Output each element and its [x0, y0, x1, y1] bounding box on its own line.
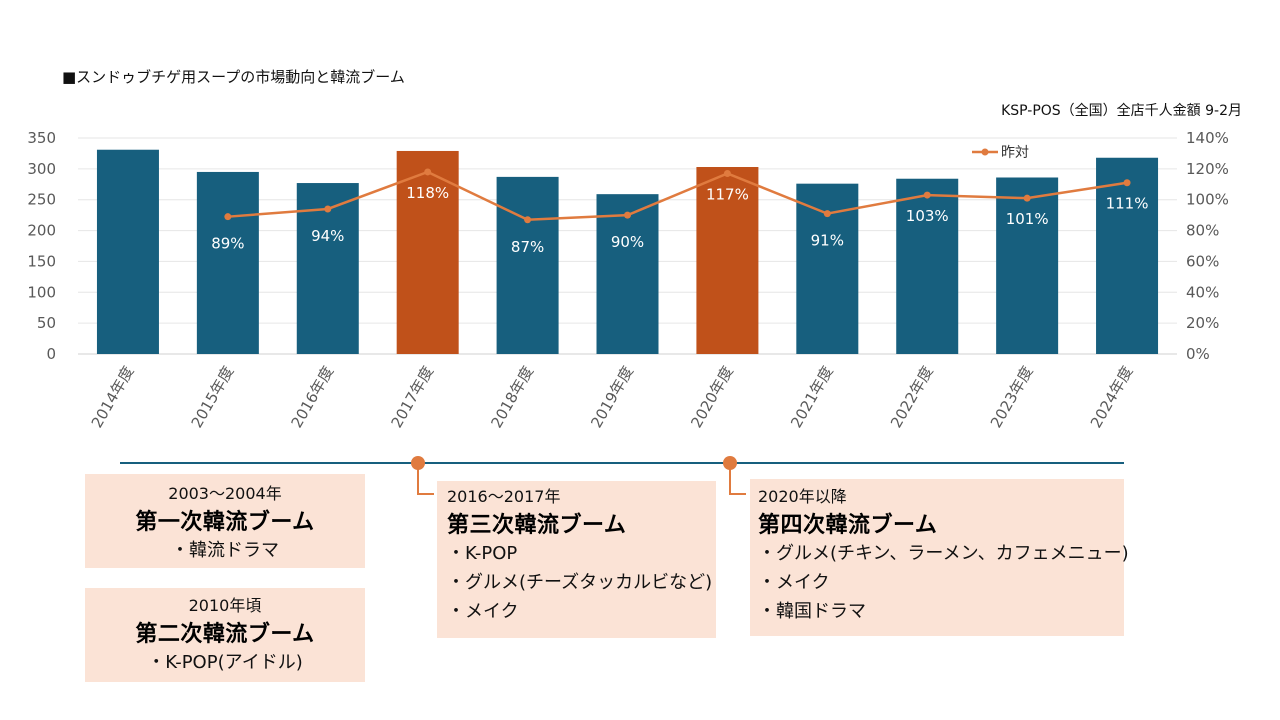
data-label: 90% — [611, 233, 644, 251]
bar — [96, 149, 159, 354]
x-tick-label: 2015年度 — [188, 363, 238, 431]
line-point — [224, 213, 232, 221]
line-point — [923, 191, 931, 199]
boom-1-item-1: ・韓流ドラマ — [171, 540, 279, 561]
data-label: 91% — [811, 232, 844, 250]
x-tick-label: 2018年度 — [487, 363, 537, 431]
line-point — [424, 168, 432, 176]
boom-2-heading: 第二次韓流ブーム — [135, 622, 315, 647]
y2-tick-label: 80% — [1186, 222, 1219, 240]
line-point — [524, 216, 532, 224]
y2-tick-label: 0% — [1186, 345, 1210, 363]
legend-label: 昨対 — [1001, 145, 1029, 161]
bar — [896, 178, 959, 354]
bar — [596, 194, 659, 354]
x-tick-label: 2019年度 — [587, 363, 637, 431]
boom-1-heading: 第一次韓流ブーム — [135, 510, 315, 535]
y2-tick-label: 60% — [1186, 252, 1219, 270]
y-tick-label: 0 — [46, 345, 56, 363]
x-tick-label: 2021年度 — [787, 363, 837, 431]
y-tick-label: 200 — [27, 222, 56, 240]
data-label: 103% — [906, 207, 949, 225]
bar — [1096, 157, 1159, 354]
y2-tick-label: 120% — [1186, 160, 1229, 178]
line-point — [324, 205, 332, 213]
y-tick-label: 100 — [27, 283, 56, 301]
data-label: 87% — [511, 238, 544, 256]
legend-marker — [981, 148, 989, 156]
boom-3-period: 2016～2017年 — [447, 487, 561, 506]
line-point — [723, 169, 731, 177]
boom-4-item-2: ・メイク — [758, 572, 830, 593]
boom-3-item-3: ・メイク — [447, 601, 519, 622]
timeline-connector — [729, 463, 746, 495]
data-label: 94% — [311, 227, 344, 245]
y-tick-label: 50 — [37, 314, 56, 332]
y2-tick-label: 20% — [1186, 314, 1219, 332]
data-label: 118% — [406, 184, 449, 202]
line-point — [1023, 194, 1031, 202]
y-tick-label: 350 — [27, 129, 56, 147]
y2-tick-label: 40% — [1186, 283, 1219, 301]
bar — [396, 150, 459, 354]
series-line — [227, 170, 1128, 222]
x-tick-label: 2017年度 — [387, 363, 437, 431]
boom-4-item-3: ・韓国ドラマ — [758, 601, 866, 622]
x-tick-label: 2016年度 — [288, 363, 338, 431]
bar — [496, 176, 559, 354]
chart-title: ■スンドゥブチゲ用スープの市場動向と韓流ブーム — [62, 68, 405, 86]
data-label: 111% — [1106, 195, 1149, 213]
boom-box-4: 2020年以降 第四次韓流ブーム ・グルメ(チキン、ラーメン、カフェメニュー) … — [750, 479, 1129, 636]
y2-tick-label: 140% — [1186, 129, 1229, 147]
boom-3-item-1: ・K-POP — [447, 543, 518, 564]
boom-3-heading: 第三次韓流ブーム — [447, 513, 627, 538]
bar — [696, 167, 759, 354]
boom-4-period: 2020年以降 — [758, 487, 847, 506]
line-point — [624, 211, 631, 219]
data-label: 101% — [1006, 210, 1049, 228]
bar — [196, 171, 259, 354]
timeline-marker — [411, 456, 425, 470]
boom-4-item-1: ・グルメ(チキン、ラーメン、カフェメニュー) — [758, 543, 1129, 564]
data-label: 89% — [211, 235, 244, 253]
line-point — [1123, 179, 1131, 187]
y-tick-label: 250 — [27, 191, 56, 209]
boom-box-1: 2003～2004年 第一次韓流ブーム ・韓流ドラマ — [85, 474, 365, 568]
boom-box-2: 2010年頃 第二次韓流ブーム ・K-POP(アイドル) — [85, 588, 365, 682]
y2-tick-label: 100% — [1186, 191, 1229, 209]
x-tick-label: 2023年度 — [987, 363, 1037, 431]
timeline-marker — [723, 456, 737, 470]
x-tick-label: 2020年度 — [687, 363, 737, 431]
boom-4-heading: 第四次韓流ブーム — [758, 513, 938, 538]
y-tick-label: 300 — [27, 160, 56, 178]
boom-1-period: 2003～2004年 — [168, 484, 282, 503]
boom-2-item-1: ・K-POP(アイドル) — [147, 652, 303, 673]
x-tick-label: 2022年度 — [887, 363, 937, 431]
y-tick-label: 150 — [27, 252, 56, 270]
timeline-connector — [417, 463, 434, 495]
x-tick-label: 2024年度 — [1087, 363, 1137, 431]
boom-3-item-2: ・グルメ(チーズタッカルビなど) — [447, 572, 713, 593]
boom-2-period: 2010年頃 — [188, 596, 262, 615]
data-label: 117% — [706, 185, 749, 203]
line-point — [823, 210, 831, 218]
boom-box-3: 2016～2017年 第三次韓流ブーム ・K-POP ・グルメ(チーズタッカルビ… — [437, 481, 716, 638]
bar — [996, 177, 1059, 354]
source-note: KSP-POS（全国）全店千人金額 9-2月 — [1001, 103, 1242, 119]
x-tick-label: 2014年度 — [88, 363, 138, 431]
